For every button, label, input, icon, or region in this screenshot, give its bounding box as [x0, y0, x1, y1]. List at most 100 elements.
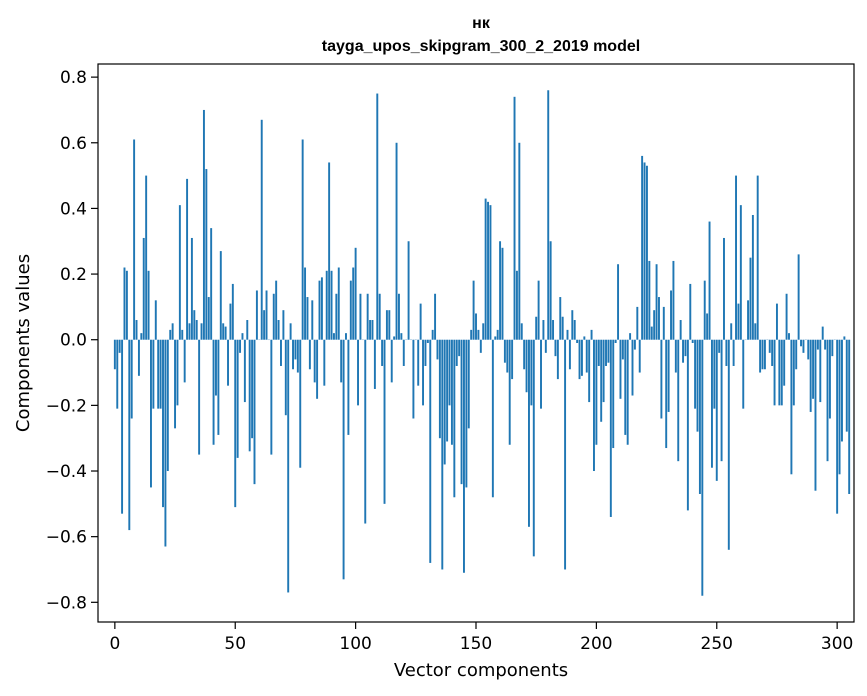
bar: [742, 339, 745, 409]
bar: [162, 339, 164, 508]
x-axis-ticks: 0 50 100 150 200 250 300: [109, 622, 853, 654]
bar: [819, 339, 822, 403]
bar: [183, 339, 186, 383]
bar: [229, 303, 232, 340]
bar: [809, 339, 812, 412]
bar: [159, 339, 162, 409]
bar: [145, 175, 148, 340]
bar: [653, 310, 656, 340]
bar: [128, 339, 131, 531]
bar: [272, 293, 275, 340]
bar: [284, 339, 287, 416]
bar: [511, 339, 514, 380]
bar: [759, 339, 762, 373]
bar: [537, 280, 540, 340]
bar: [460, 339, 463, 485]
bar: [763, 339, 766, 370]
bar: [518, 142, 521, 340]
bar: [212, 339, 215, 445]
bar: [253, 339, 256, 485]
bar: [431, 329, 434, 340]
bar: [412, 339, 415, 419]
x-axis-label: Vector components: [394, 660, 568, 681]
bar: [503, 339, 506, 363]
bar: [597, 339, 600, 366]
bar: [672, 260, 675, 340]
bar: [407, 241, 410, 340]
bar: [373, 339, 376, 389]
bar: [674, 339, 677, 373]
bar: [506, 339, 509, 373]
bar: [337, 267, 340, 340]
bar: [800, 339, 802, 347]
bar: [299, 339, 302, 468]
bar: [190, 237, 193, 340]
bar: [788, 333, 790, 340]
bar: [576, 339, 579, 343]
bar: [795, 339, 798, 370]
bar: [354, 247, 357, 340]
bar: [658, 297, 660, 340]
bar: [210, 228, 213, 340]
bar: [828, 339, 831, 419]
bar: [359, 293, 362, 340]
bar: [174, 339, 177, 429]
bar: [330, 270, 333, 340]
bar: [689, 283, 692, 340]
y-tick-label: 0.6: [60, 134, 87, 154]
bar: [508, 339, 511, 445]
bar: [605, 339, 607, 366]
bar: [320, 277, 323, 340]
bar: [231, 283, 234, 340]
bar: [826, 339, 829, 462]
x-tick-label: 300: [821, 634, 853, 654]
bar: [280, 339, 282, 366]
chart-subtitle: tayga_upos_skipgram_300_2_2019 model: [322, 38, 640, 55]
x-tick-label: 200: [580, 634, 612, 654]
bar: [301, 139, 304, 340]
bar: [629, 333, 632, 340]
bar: [381, 339, 384, 366]
bar: [118, 339, 121, 353]
bar: [402, 339, 405, 366]
bar: [137, 339, 140, 376]
bar: [612, 339, 615, 449]
bar: [580, 339, 583, 376]
bar: [783, 339, 786, 386]
bar: [335, 293, 338, 340]
bar: [470, 329, 473, 340]
bar: [239, 339, 242, 353]
bar: [590, 329, 593, 340]
bars-group: [113, 90, 851, 596]
bar: [345, 333, 347, 340]
bar: [371, 320, 374, 340]
bar: [739, 205, 742, 340]
bar: [792, 339, 795, 406]
bar: [831, 339, 834, 357]
chart-title: нк: [472, 15, 491, 32]
bar: [643, 162, 646, 340]
bar: [814, 339, 817, 491]
bar: [732, 339, 735, 366]
y-tick-label: 0.8: [60, 68, 87, 88]
bar: [812, 339, 815, 399]
bar: [600, 339, 603, 422]
bar: [602, 339, 605, 403]
bar: [294, 339, 297, 360]
bar: [265, 290, 268, 340]
bar: [535, 316, 538, 340]
x-tick-label: 150: [460, 634, 492, 654]
bar: [641, 155, 644, 340]
bar: [655, 264, 658, 340]
bar: [633, 339, 636, 350]
bar: [198, 339, 201, 455]
bar: [434, 293, 437, 340]
bar: [463, 339, 465, 573]
bar: [636, 306, 639, 340]
bar: [446, 339, 449, 442]
bar: [200, 323, 203, 340]
bar: [525, 339, 528, 393]
bar: [751, 214, 754, 340]
bar: [489, 205, 492, 340]
